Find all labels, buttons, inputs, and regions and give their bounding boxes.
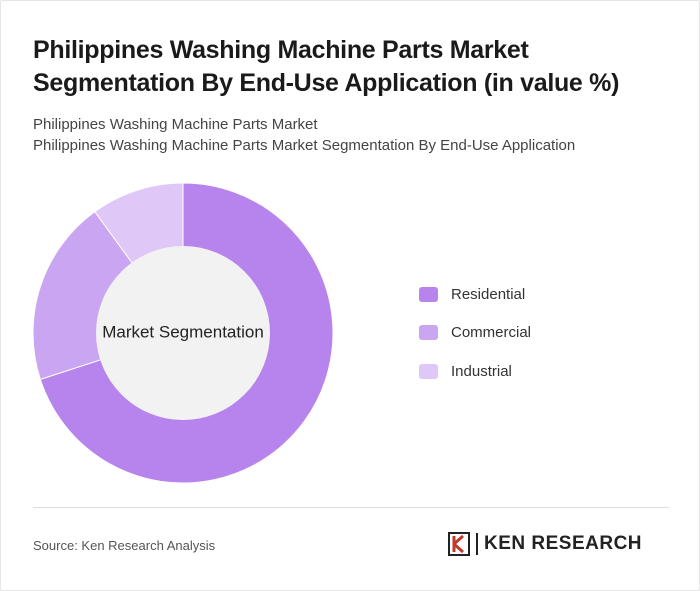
- logo-text: KEN RESEARCH: [484, 533, 643, 554]
- source-note: Source: Ken Research Analysis: [33, 538, 216, 553]
- legend-item-industrial: Industrial: [419, 361, 531, 381]
- legend-label: Residential: [451, 285, 526, 303]
- legend-swatch: [419, 363, 438, 379]
- legend-label: Industrial: [451, 362, 512, 380]
- center-label: Market Segmentation: [102, 322, 264, 341]
- logo-icon: [448, 532, 470, 556]
- chart-subtitle: Philippines Washing Machine Parts Market…: [33, 114, 673, 156]
- footer-divider: [33, 507, 669, 508]
- legend-label: Commercial: [451, 324, 532, 341]
- legend-swatch: [419, 286, 438, 302]
- donut-chart: Market Segmentation: [32, 182, 334, 484]
- legend-item-residential: Residential: [419, 284, 531, 304]
- ken-research-logo: KEN RESEARCH: [448, 531, 642, 557]
- legend-swatch: [419, 325, 438, 340]
- chart-title: Philippines Washing Machine Parts Market…: [33, 36, 620, 97]
- chart-legend: Residential Commercial Industrial: [419, 284, 531, 400]
- subtitle-line-1: Philippines Washing Machine Parts Market: [33, 116, 318, 133]
- subtitle-line-2: Philippines Washing Machine Parts Market…: [33, 137, 576, 154]
- donut-center: [96, 246, 270, 420]
- logo-separator: [476, 533, 478, 555]
- legend-item-commercial: Commercial: [419, 323, 531, 343]
